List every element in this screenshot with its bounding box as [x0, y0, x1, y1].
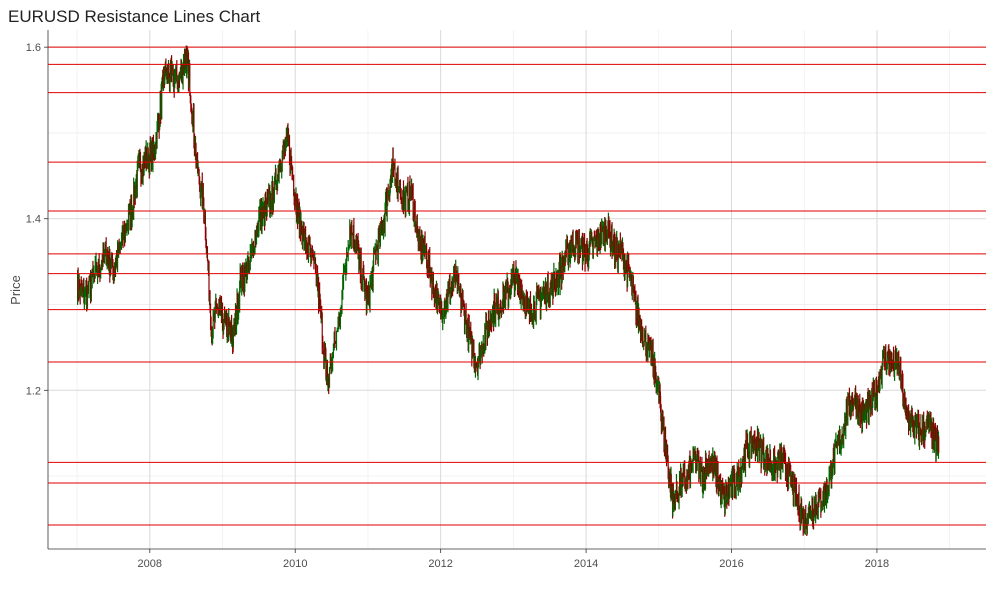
x-tick-label: 2018 — [865, 558, 889, 570]
x-tick-label: 2016 — [719, 558, 743, 570]
resistance-lines — [48, 46, 986, 526]
y-axis-label: Price — [8, 275, 23, 305]
x-tick-label: 2008 — [138, 558, 162, 570]
y-tick-label: 1.4 — [26, 214, 41, 226]
x-tick-label: 2010 — [283, 558, 307, 570]
chart-title: EURUSD Resistance Lines Chart — [8, 7, 261, 26]
x-tick-label: 2014 — [574, 558, 598, 570]
y-axis: 1.2 1.4 1.6 — [26, 42, 48, 397]
y-tick-label: 1.2 — [26, 385, 41, 397]
x-axis: 2008 2010 2012 2014 2016 2018 — [138, 549, 889, 570]
plot-area: 2008 2010 2012 2014 2016 2018 1.2 1.4 1.6 — [26, 30, 986, 570]
y-tick-label: 1.6 — [26, 42, 41, 54]
x-tick-label: 2012 — [428, 558, 452, 570]
